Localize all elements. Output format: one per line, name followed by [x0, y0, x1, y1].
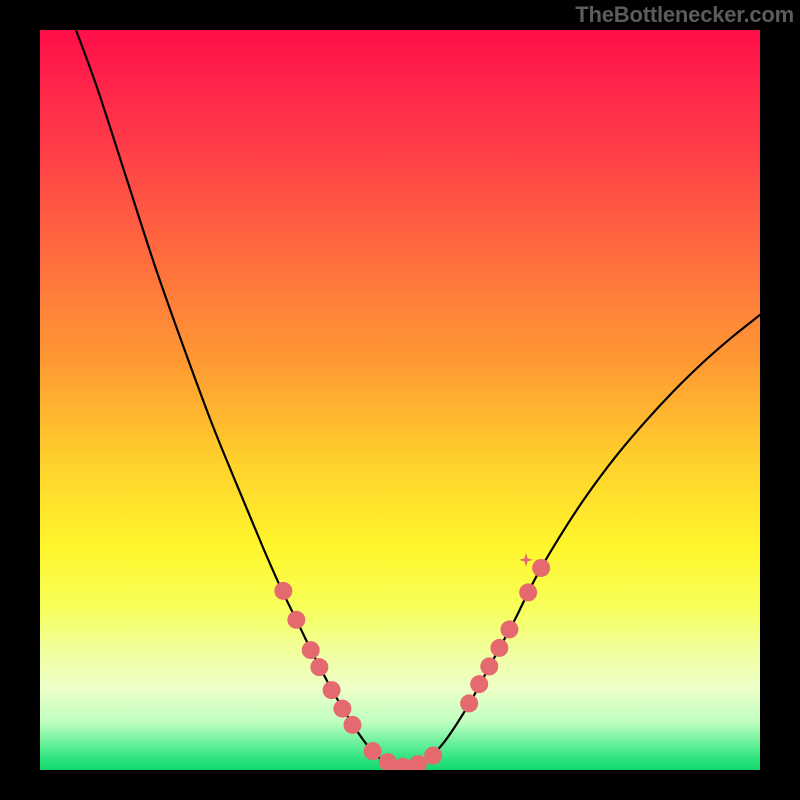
image-root: TheBottlenecker.com: [0, 0, 800, 800]
plot-svg: [40, 30, 760, 770]
marker-left: [287, 611, 305, 629]
marker-right: [490, 639, 508, 657]
marker-left: [343, 716, 361, 734]
marker-left: [310, 658, 328, 676]
marker-left: [333, 700, 351, 718]
marker-bottom: [364, 742, 382, 760]
watermark-text: TheBottlenecker.com: [575, 2, 794, 28]
marker-left: [274, 582, 292, 600]
marker-right: [460, 694, 478, 712]
marker-right: [470, 675, 488, 693]
marker-right: [500, 620, 518, 638]
marker-bottom: [424, 747, 442, 765]
plot-area: [40, 30, 760, 770]
marker-right: [532, 559, 550, 577]
marker-right: [480, 657, 498, 675]
plot-background: [40, 30, 760, 770]
marker-left: [323, 681, 341, 699]
marker-right: [519, 583, 537, 601]
marker-left: [302, 641, 320, 659]
